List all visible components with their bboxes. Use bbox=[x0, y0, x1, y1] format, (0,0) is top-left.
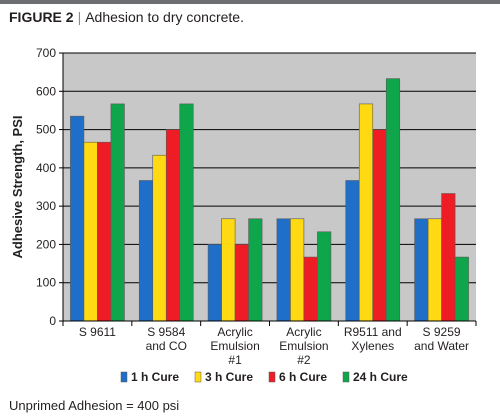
figure-label: FIGURE 2 bbox=[9, 9, 74, 25]
y-tick-label: 0 bbox=[49, 314, 56, 328]
y-tick-label: 100 bbox=[36, 276, 56, 290]
bar bbox=[207, 244, 222, 322]
y-tick-label: 200 bbox=[36, 237, 56, 251]
bar bbox=[441, 193, 456, 322]
bar bbox=[248, 218, 263, 322]
x-tick-label: and Water bbox=[414, 339, 469, 353]
x-tick-label: Xylenes bbox=[351, 339, 394, 353]
x-tick-label: Emulsion bbox=[279, 339, 328, 353]
legend-label: 1 h Cure bbox=[131, 370, 179, 384]
bar bbox=[372, 129, 387, 322]
x-tick-label: Acrylic bbox=[217, 325, 252, 339]
x-tick-label: and CO bbox=[146, 339, 187, 353]
bar bbox=[234, 244, 249, 322]
x-tick-label: Acrylic bbox=[286, 325, 321, 339]
x-tick-label: S 9611 bbox=[79, 325, 116, 339]
legend-label: 3 h Cure bbox=[205, 370, 253, 384]
bar bbox=[165, 129, 181, 322]
x-tick-label: Emulsion bbox=[210, 339, 259, 353]
x-tick-label: R9511 and bbox=[344, 325, 402, 339]
x-tick-label: #2 bbox=[297, 353, 311, 367]
bar bbox=[317, 231, 332, 322]
figure-separator: | bbox=[77, 9, 82, 25]
bar bbox=[385, 78, 401, 322]
bar bbox=[303, 256, 318, 322]
legend-label: 24 h Cure bbox=[353, 370, 408, 384]
footnote: Unprimed Adhesion = 400 psi bbox=[9, 398, 180, 413]
bar bbox=[454, 256, 469, 322]
bar bbox=[358, 103, 374, 322]
legend-swatch bbox=[268, 371, 276, 383]
y-tick-label: 700 bbox=[36, 46, 56, 60]
legend-swatch bbox=[194, 371, 202, 383]
bar bbox=[83, 141, 98, 322]
x-tick-label: #1 bbox=[228, 353, 242, 367]
top-rule bbox=[0, 0, 500, 4]
bar-chart: 0 100 200 300 400 500 600 700 Adhesive Strength,… bbox=[10, 46, 477, 384]
y-tick-label: 300 bbox=[36, 199, 56, 213]
x-tick-label: S 9584 bbox=[147, 325, 185, 339]
bar bbox=[97, 141, 112, 322]
bar bbox=[110, 103, 125, 322]
legend-swatch bbox=[342, 371, 350, 383]
bar bbox=[276, 218, 291, 322]
bar bbox=[345, 180, 360, 322]
bar bbox=[138, 180, 154, 322]
bar bbox=[414, 218, 429, 322]
x-tick-label: S 9259 bbox=[423, 325, 461, 339]
plot-area bbox=[63, 53, 476, 321]
figure-title: FIGURE 2 | Adhesion to dry concrete. bbox=[9, 8, 244, 26]
bar bbox=[221, 218, 236, 322]
bar bbox=[427, 218, 442, 322]
y-tick-label: 400 bbox=[36, 161, 56, 175]
legend-label: 6 h Cure bbox=[279, 370, 327, 384]
bar bbox=[290, 218, 305, 322]
bar bbox=[179, 103, 194, 322]
legend-swatch bbox=[120, 371, 128, 383]
y-axis-title: Adhesive Strength, PSI bbox=[10, 115, 25, 258]
figure-caption: Adhesion to dry concrete. bbox=[85, 9, 244, 25]
bar bbox=[70, 115, 85, 322]
y-tick-label: 600 bbox=[36, 84, 56, 98]
y-tick-label: 500 bbox=[36, 123, 56, 137]
bar bbox=[152, 154, 167, 322]
